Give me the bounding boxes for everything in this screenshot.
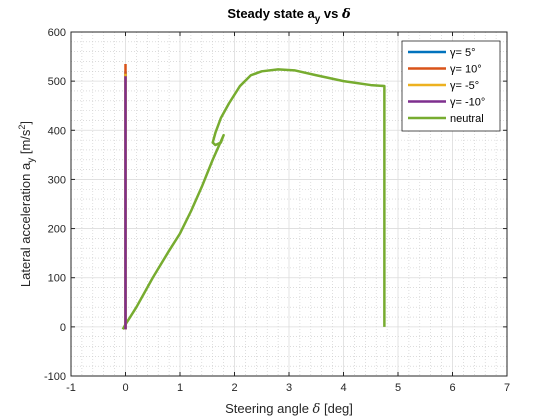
legend-label: γ= 5° — [450, 47, 476, 59]
x-axis: -1 0 1 2 3 4 5 6 7 — [66, 32, 510, 394]
series-layer — [121, 63, 386, 330]
x-tick-label: 1 — [177, 382, 183, 394]
y-tick-label: 200 — [48, 224, 66, 236]
x-tick-label: -1 — [66, 382, 76, 394]
legend: γ= 5° γ= 10° γ= -5° γ= -10° neutral — [401, 40, 501, 132]
y-tick-label: 300 — [48, 174, 66, 186]
y-tick-label: 600 — [48, 27, 66, 39]
y-tick-label: 100 — [48, 273, 66, 285]
y-tick-label: -100 — [44, 371, 66, 383]
x-axis-label: Steering angle δ [deg] — [225, 401, 353, 417]
y-tick-label: 0 — [60, 322, 66, 334]
x-tick-label: 3 — [286, 382, 292, 394]
series-line-5 — [121, 68, 386, 330]
x-tick-label: 2 — [231, 382, 237, 394]
x-tick-label: 7 — [504, 382, 510, 394]
y-axis: -100 0 100 200 300 400 500 600 — [44, 27, 507, 383]
x-tick-label: 0 — [122, 382, 128, 394]
chart-title: Steady state ay vs δ — [227, 6, 351, 25]
legend-label: neutral — [450, 113, 484, 125]
x-tick-label: 5 — [395, 382, 401, 394]
legend-label: γ= -10° — [450, 97, 485, 109]
legend-label: γ= 10° — [450, 64, 482, 76]
x-tick-label: 4 — [340, 382, 346, 394]
y-tick-label: 500 — [48, 76, 66, 88]
y-tick-label: 400 — [48, 125, 66, 137]
legend-label: γ= -5° — [450, 80, 479, 92]
y-axis-label: Lateral acceleration ay [m/s2] — [17, 121, 37, 287]
x-tick-label: 6 — [449, 382, 455, 394]
